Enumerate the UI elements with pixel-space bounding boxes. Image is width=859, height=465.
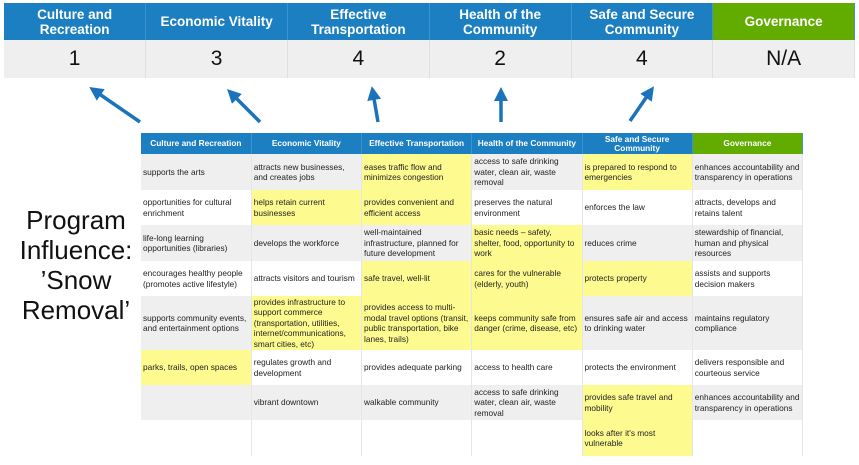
table-cell: parks, trails, open spaces [141, 350, 252, 385]
summary-header-cell: Economic Vitality [145, 3, 288, 40]
table-cell: keeps community safe from danger (crime,… [471, 296, 583, 350]
table-cell: access to safe drinking water, clean air… [471, 154, 583, 190]
arrows-layer [89, 86, 654, 124]
table-cell: cares for the vulnerable (elderly, youth… [471, 261, 583, 296]
table-row: looks after it's most vulnerable [141, 420, 804, 456]
arrow-icon [227, 89, 262, 124]
table-cell: safe travel, well-lit [361, 261, 473, 296]
table-cell: attracts new businesses, and creates job… [251, 154, 363, 190]
table-cell: provides safe travel and mobility [582, 385, 693, 420]
table-cell: basic needs – safety, shelter, food, opp… [471, 225, 583, 261]
detail-header-cell: Governance [692, 133, 804, 154]
table-cell: eases traffic flow and minimizes congest… [361, 154, 473, 190]
table-cell: is prepared to respond to emergencies [582, 154, 693, 190]
table-cell [361, 420, 473, 456]
table-cell: attracts visitors and tourism [251, 261, 363, 296]
table-cell: preserves the natural environment [471, 190, 583, 225]
table-cell: regulates growth and development [251, 350, 363, 385]
table-cell: supports the arts [141, 154, 252, 190]
table-cell: access to health care [471, 350, 583, 385]
table-cell: vibrant downtown [251, 385, 363, 420]
table-cell: assists and supports decision makers [692, 261, 804, 296]
table-cell: provides infrastructure to support comme… [251, 296, 363, 350]
table-cell: access to safe drinking water, clean air… [471, 385, 583, 420]
summary-header-cell: Governance [712, 3, 855, 40]
table-cell: develops the workforce [251, 225, 363, 261]
detail-header-cell: Safe and Secure Community [582, 133, 693, 154]
summary-value-cell: 2 [429, 40, 572, 78]
table-cell: enhances accountability and transparency… [692, 154, 804, 190]
arrow-icon [367, 86, 382, 123]
summary-table: Culture and Recreation Economic Vitality E… [4, 3, 855, 78]
arrow-icon [89, 87, 141, 124]
table-cell: provides convenient and efficient access [361, 190, 473, 225]
table-cell: enforces the law [582, 190, 693, 225]
table-cell: reduces crime [582, 225, 693, 261]
summary-value-cell: 4 [571, 40, 714, 78]
summary-value-cell: 4 [287, 40, 430, 78]
table-cell [251, 420, 363, 456]
table-cell: protects the environment [582, 350, 693, 385]
summary-header-row: Culture and Recreation Economic Vitality E… [4, 3, 855, 40]
detail-header-cell: Effective Transportation [361, 133, 473, 154]
table-cell: delivers responsible and courteous servi… [692, 350, 804, 385]
table-row: life-long learning opportunities (librar… [141, 225, 804, 261]
summary-value-cell: 1 [4, 40, 147, 78]
table-row: parks, trails, open spaces regulates grow… [141, 350, 804, 385]
table-cell: provides adequate parking [361, 350, 473, 385]
table-row: supports community events, and entertain… [141, 296, 804, 350]
table-cell: helps retain current businesses [251, 190, 363, 225]
table-cell [471, 420, 583, 456]
table-cell: ensures safe air and access to drinking … [582, 296, 693, 350]
table-row: vibrant downtown walkable community access… [141, 385, 804, 420]
table-cell: looks after it's most vulnerable [582, 420, 693, 456]
table-cell: well-maintained infrastructure, planned … [361, 225, 473, 261]
summary-header-cell: Health of the Community [429, 3, 572, 40]
detail-header-cell: Economic Vitality [251, 133, 363, 154]
table-cell [141, 420, 252, 456]
summary-value-cell: 3 [145, 40, 288, 78]
table-cell: stewardship of financial, human and phys… [692, 225, 804, 261]
summary-header-cell: Culture and Recreation [4, 3, 147, 40]
table-cell: life-long learning opportunities (librar… [141, 225, 252, 261]
summary-header-cell: Safe and Secure Community [571, 3, 714, 40]
table-cell [692, 420, 804, 456]
table-cell: encourages healthy people (promotes acti… [141, 261, 252, 296]
arrow-icon [628, 86, 654, 122]
summary-values-row: 1 3 4 2 4 N/A [4, 40, 855, 78]
table-cell: enhances accountability and transparency… [692, 385, 804, 420]
detail-header-cell: Health of the Community [471, 133, 583, 154]
table-row: encourages healthy people (promotes acti… [141, 261, 804, 296]
summary-value-cell: N/A [712, 40, 855, 78]
program-influence-label: Program Influence: ’Snow Removal’ [19, 205, 133, 325]
table-cell: walkable community [361, 385, 473, 420]
table-cell [141, 385, 252, 420]
detail-table: Culture and Recreation Economic Vitality E… [141, 133, 804, 456]
table-cell: opportunities for cultural enrichment [141, 190, 252, 225]
table-cell: maintains regulatory compliance [692, 296, 804, 350]
detail-header-row: Culture and Recreation Economic Vitality E… [141, 133, 804, 154]
table-row: supports the arts attracts new businesses… [141, 154, 804, 190]
table-cell: supports community events, and entertain… [141, 296, 252, 350]
table-row: opportunities for cultural enrichment hel… [141, 190, 804, 225]
table-cell: attracts, develops and retains talent [692, 190, 804, 225]
detail-header-cell: Culture and Recreation [141, 133, 252, 154]
table-cell: provides access to multi-modal travel op… [361, 296, 473, 350]
table-cell: protects property [582, 261, 693, 296]
summary-header-cell: Effective Transportation [287, 3, 430, 40]
